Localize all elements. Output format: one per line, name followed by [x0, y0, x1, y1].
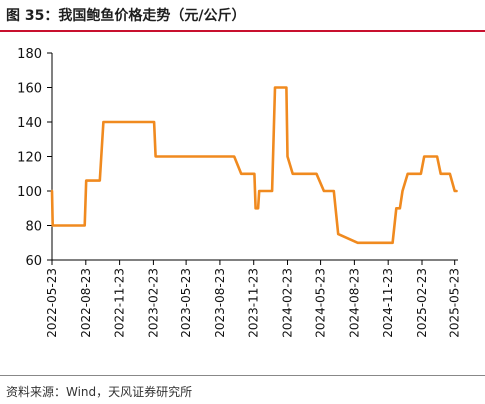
x-tick-label: 2022-11-23: [113, 268, 127, 338]
x-tick-label: 2022-08-23: [79, 268, 93, 338]
x-tick-label: 2023-11-23: [247, 268, 261, 338]
line-chart: 60 80 100 120 140 160 180 2022-05-23 2022-08-23…: [17, 47, 462, 338]
x-tick-label: 2023-05-23: [179, 268, 193, 338]
x-tick-label: 2022-05-23: [45, 268, 59, 338]
figure-title: 图 35：我国鲍鱼价格走势（元/公斤）: [6, 8, 246, 24]
x-tick-label: 2024-05-23: [314, 268, 328, 338]
x-tick-label: 2024-11-23: [381, 268, 395, 338]
x-tick-label: 2023-08-23: [213, 268, 227, 338]
y-tick-label: 60: [25, 254, 42, 269]
x-tick-label: 2024-02-23: [281, 268, 295, 338]
y-tick-label: 140: [17, 116, 42, 131]
y-tick-label: 160: [17, 82, 42, 97]
x-tick-label: 2025-05-23: [448, 268, 462, 338]
y-tick-label: 180: [17, 47, 42, 62]
x-tick-label: 2025-02-23: [415, 268, 429, 338]
source-note: 资料来源：Wind，天风证券研究所: [6, 385, 193, 399]
x-axis-ticks: 2022-05-23 2022-08-23 2022-11-23 2023-02-23…: [45, 260, 462, 338]
title-divider: [0, 30, 485, 32]
y-tick-label: 120: [17, 151, 42, 166]
y-tick-label: 80: [25, 220, 42, 235]
price-series-line: [50, 86, 458, 245]
x-tick-label: 2023-02-23: [146, 268, 160, 338]
chart-axes: [51, 53, 458, 261]
source-divider: [0, 375, 485, 376]
x-tick-label: 2024-08-23: [347, 268, 361, 338]
y-axis-ticks: 60 80 100 120 140 160 180: [17, 47, 52, 269]
y-tick-label: 100: [17, 185, 42, 200]
series-layer: [50, 86, 458, 245]
